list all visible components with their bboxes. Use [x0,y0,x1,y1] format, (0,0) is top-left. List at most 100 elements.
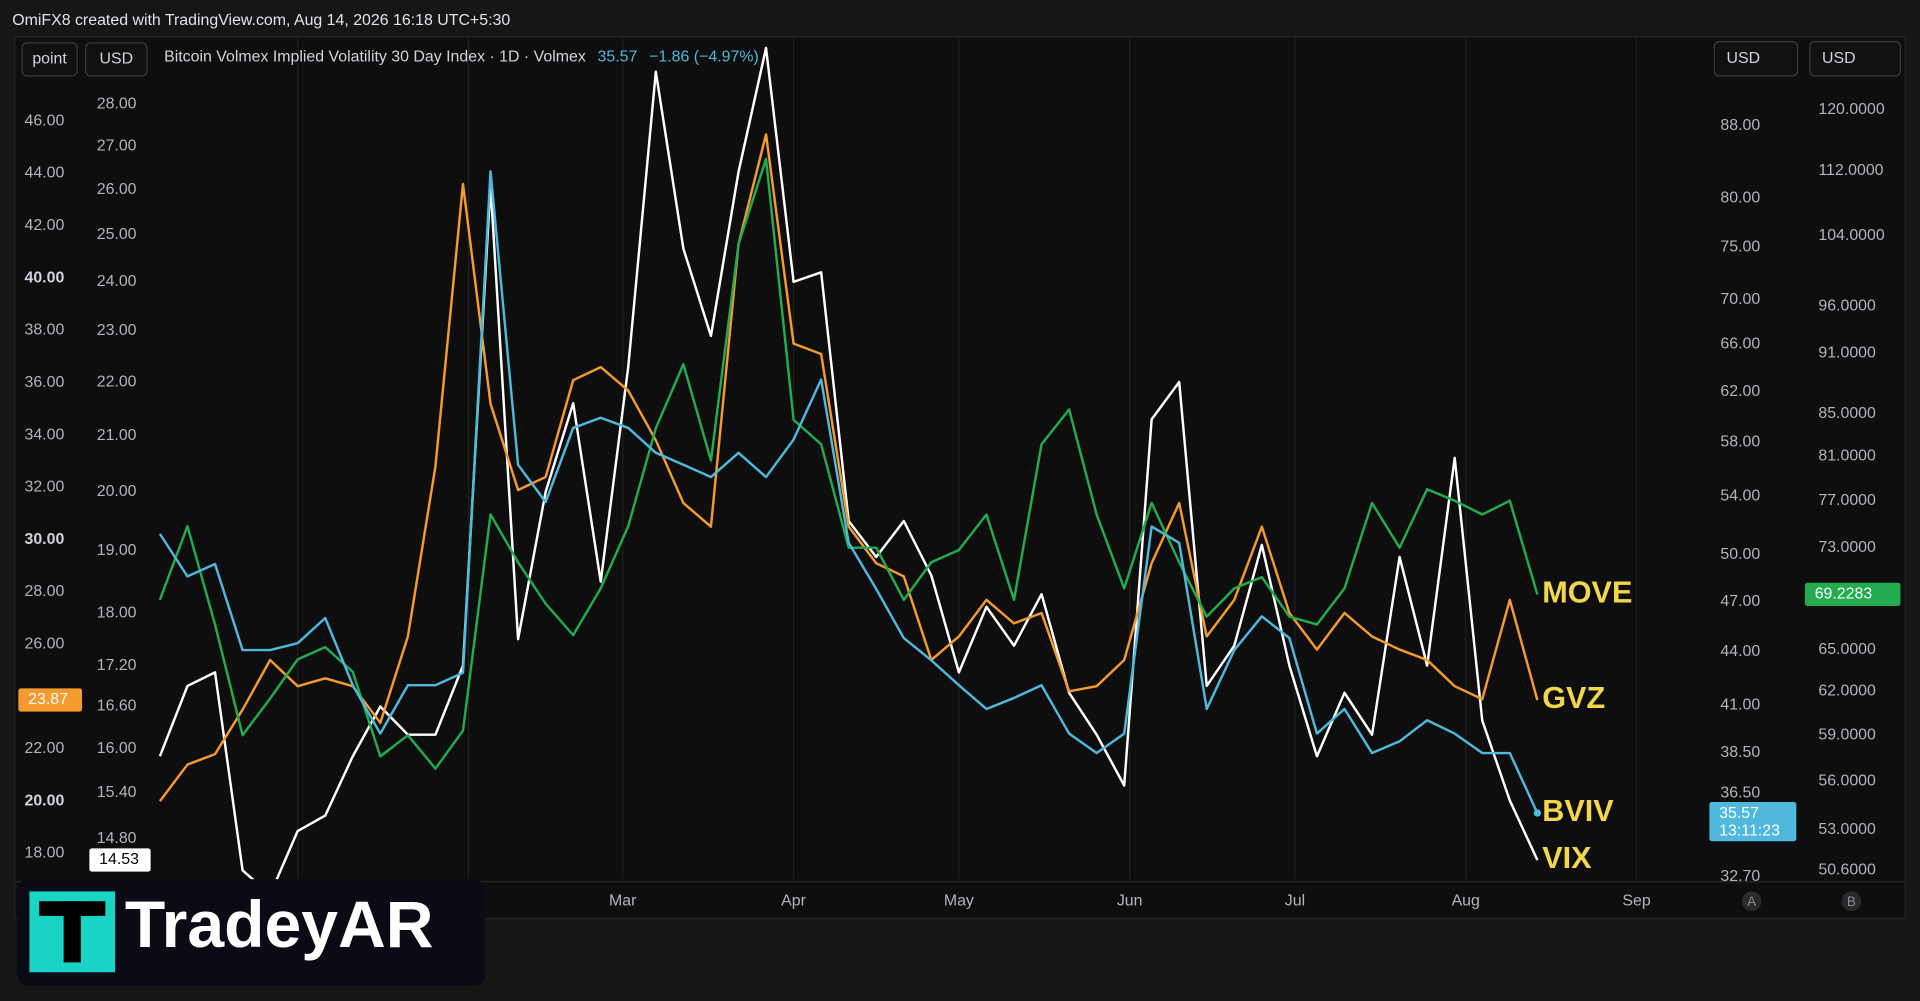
x-tick-label: Sep [1622,892,1650,909]
x-tick-label: Mar [609,892,637,909]
y-tick-label: 14.80 [97,830,137,847]
y-tick-label: 91.0000 [1818,345,1876,362]
y-tick-label: 15.40 [97,784,137,801]
series-name-label: BVIV [1542,794,1614,828]
y-tick-label: 77.0000 [1818,492,1876,509]
watermark-box [17,879,485,986]
point-button-label[interactable]: point [32,51,67,68]
legend-title: Bitcoin Volmex Implied Volatility 30 Day… [164,49,586,66]
y-tick-label: 23.00 [97,322,137,339]
y-tick-label: 28.00 [97,95,137,112]
legend: Bitcoin Volmex Implied Volatility 30 Day… [164,49,759,66]
y-tick-label: 50.00 [1720,546,1760,563]
y-tick-label: 32.70 [1720,868,1760,885]
series-line [158,170,1539,814]
scale-badge[interactable] [1841,891,1862,912]
y-tick-label: 70.00 [1720,291,1760,308]
x-tick-label: Aug [1452,892,1480,909]
scale-currency-button[interactable] [1713,41,1799,77]
y-tick-label: 80.00 [1720,190,1760,207]
y-tick-label: 66.00 [1720,335,1760,352]
y-tick-label: 21.00 [97,427,137,444]
y-tick-label: 22.00 [24,740,64,757]
y-tick-label: 36.00 [24,374,64,391]
scale-badge[interactable] [1741,891,1762,912]
y-tick-label: 62.00 [1720,383,1760,400]
y-tick-label: 27.00 [97,137,137,154]
price-tag [89,848,151,872]
point-button[interactable] [21,42,78,77]
y-tick-label: 85.0000 [1818,405,1876,422]
chart-panel [14,36,1906,919]
y-tick-label: 73.0000 [1818,539,1876,556]
series-name-label: VIX [1542,841,1592,875]
y-tick-label: 16.60 [97,698,137,715]
y-tick-label: 112.0000 [1818,162,1883,179]
series-name-label: GVZ [1542,681,1605,715]
watermark-text: TradeyAR [125,888,434,962]
y-tick-label: 104.0000 [1818,227,1884,244]
y-tick-label: 22.00 [97,373,137,390]
logo-t-stem [63,901,81,963]
price-tag-label: 69.2283 [1815,586,1873,603]
legend-value: 35.57 [598,49,638,66]
price-tag-label: 35.57 [1719,805,1759,822]
y-tick-label: 32.00 [24,479,64,496]
scale-badge-label[interactable]: B [1847,894,1856,909]
y-tick-label: 46.00 [24,112,64,129]
y-tick-label: 44.00 [1720,643,1760,660]
watermark: TradeyAR [17,879,485,986]
y-tick-label: 26.00 [97,181,137,198]
x-tick-label: Jul [1285,892,1305,909]
y-tick-label: 42.00 [24,217,64,234]
last-point [1533,809,1542,817]
price-tag-label: 23.87 [28,691,68,708]
legend-change: −1.86 (−4.97%) [649,49,759,66]
series-line [158,133,1539,802]
y-tick-label: 25.00 [97,226,137,243]
price-tag [1709,802,1797,842]
y-tick-label: 36.50 [1720,785,1760,802]
price-tag-label: 14.53 [99,851,139,868]
y-tick-label: 75.00 [1720,238,1760,255]
y-tick-label: 20.00 [97,483,137,500]
y-tick-label: 30.00 [24,531,64,548]
scale-currency-label[interactable]: USD [1822,50,1856,67]
y-tick-label: 81.0000 [1818,447,1876,464]
currency-button[interactable] [85,42,148,77]
scale-currency-label[interactable]: USD [1727,50,1761,67]
y-tick-label: 96.0000 [1818,298,1876,315]
x-tick-label: Jun [1117,892,1143,909]
y-tick-label: 17.20 [97,657,137,674]
y-tick-label: 54.00 [1720,488,1760,505]
y-tick-label: 56.0000 [1818,772,1876,789]
scale-badge-label[interactable]: A [1747,894,1756,909]
y-tick-label: 38.00 [24,322,64,339]
plot [158,46,1539,882]
y-tick-label: 20.00 [24,792,64,809]
y-tick-label: 34.00 [24,426,64,443]
y-tick-label: 26.00 [24,636,64,653]
countdown-label: 13:11:23 [1719,823,1780,840]
y-tick-label: 50.6000 [1818,862,1876,879]
y-tick-label: 120.0000 [1818,101,1884,118]
y-tick-label: 40.00 [24,269,64,286]
y-tick-label: 38.50 [1720,744,1760,761]
y-tick-label: 59.0000 [1818,726,1876,743]
currency-button-label[interactable]: USD [100,51,134,68]
y-tick-label: 41.00 [1720,696,1760,713]
y-tick-label: 58.00 [1720,433,1760,450]
y-tick-label: 62.0000 [1818,683,1876,700]
x-tick-label: Apr [781,892,806,909]
y-tick-label: 18.00 [97,604,137,621]
y-tick-label: 16.00 [97,740,137,757]
y-tick-label: 47.00 [1720,593,1760,610]
price-tag [1804,582,1901,607]
y-tick-label: 88.00 [1720,117,1760,134]
header: OmiFX8 created with TradingView.com, Aug… [12,12,510,29]
scale-currency-button[interactable] [1809,41,1902,77]
y-tick-label: 44.00 [24,165,64,182]
y-tick-label: 18.00 [24,845,64,862]
